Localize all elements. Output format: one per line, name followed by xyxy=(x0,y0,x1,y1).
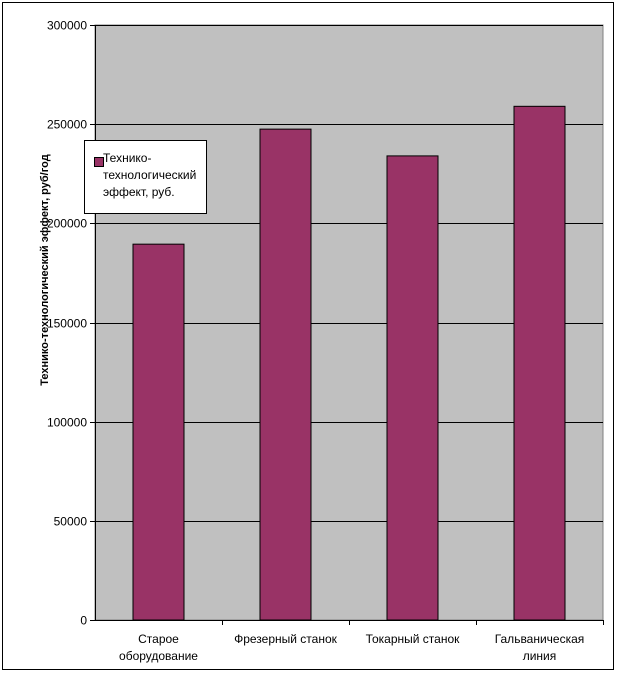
y-tick-label: 0 xyxy=(80,614,87,628)
legend-label: Технико-технологический эффект, руб. xyxy=(103,151,197,199)
bar xyxy=(132,243,185,621)
bar xyxy=(513,105,566,621)
y-tick-label: 150000 xyxy=(47,317,87,331)
y-tick-label: 300000 xyxy=(47,19,87,33)
y-tick-label: 50000 xyxy=(54,515,88,529)
bar xyxy=(386,155,439,621)
bar xyxy=(259,128,312,621)
y-axis-label: Технико-технологический эффект, руб/год xyxy=(39,154,51,385)
x-category-label: Фрезерный станок xyxy=(234,632,338,646)
legend-swatch xyxy=(94,157,104,167)
legend: Технико-технологический эффект, руб. xyxy=(84,140,207,214)
y-tick-label: 100000 xyxy=(47,416,87,430)
x-category-label: Гальваническая линия xyxy=(495,632,585,663)
y-tick-label: 200000 xyxy=(47,217,87,231)
x-category-label: Токарный станок xyxy=(366,632,461,646)
x-category-label: Старое оборудование xyxy=(119,632,198,663)
y-tick-label: 250000 xyxy=(47,118,87,132)
